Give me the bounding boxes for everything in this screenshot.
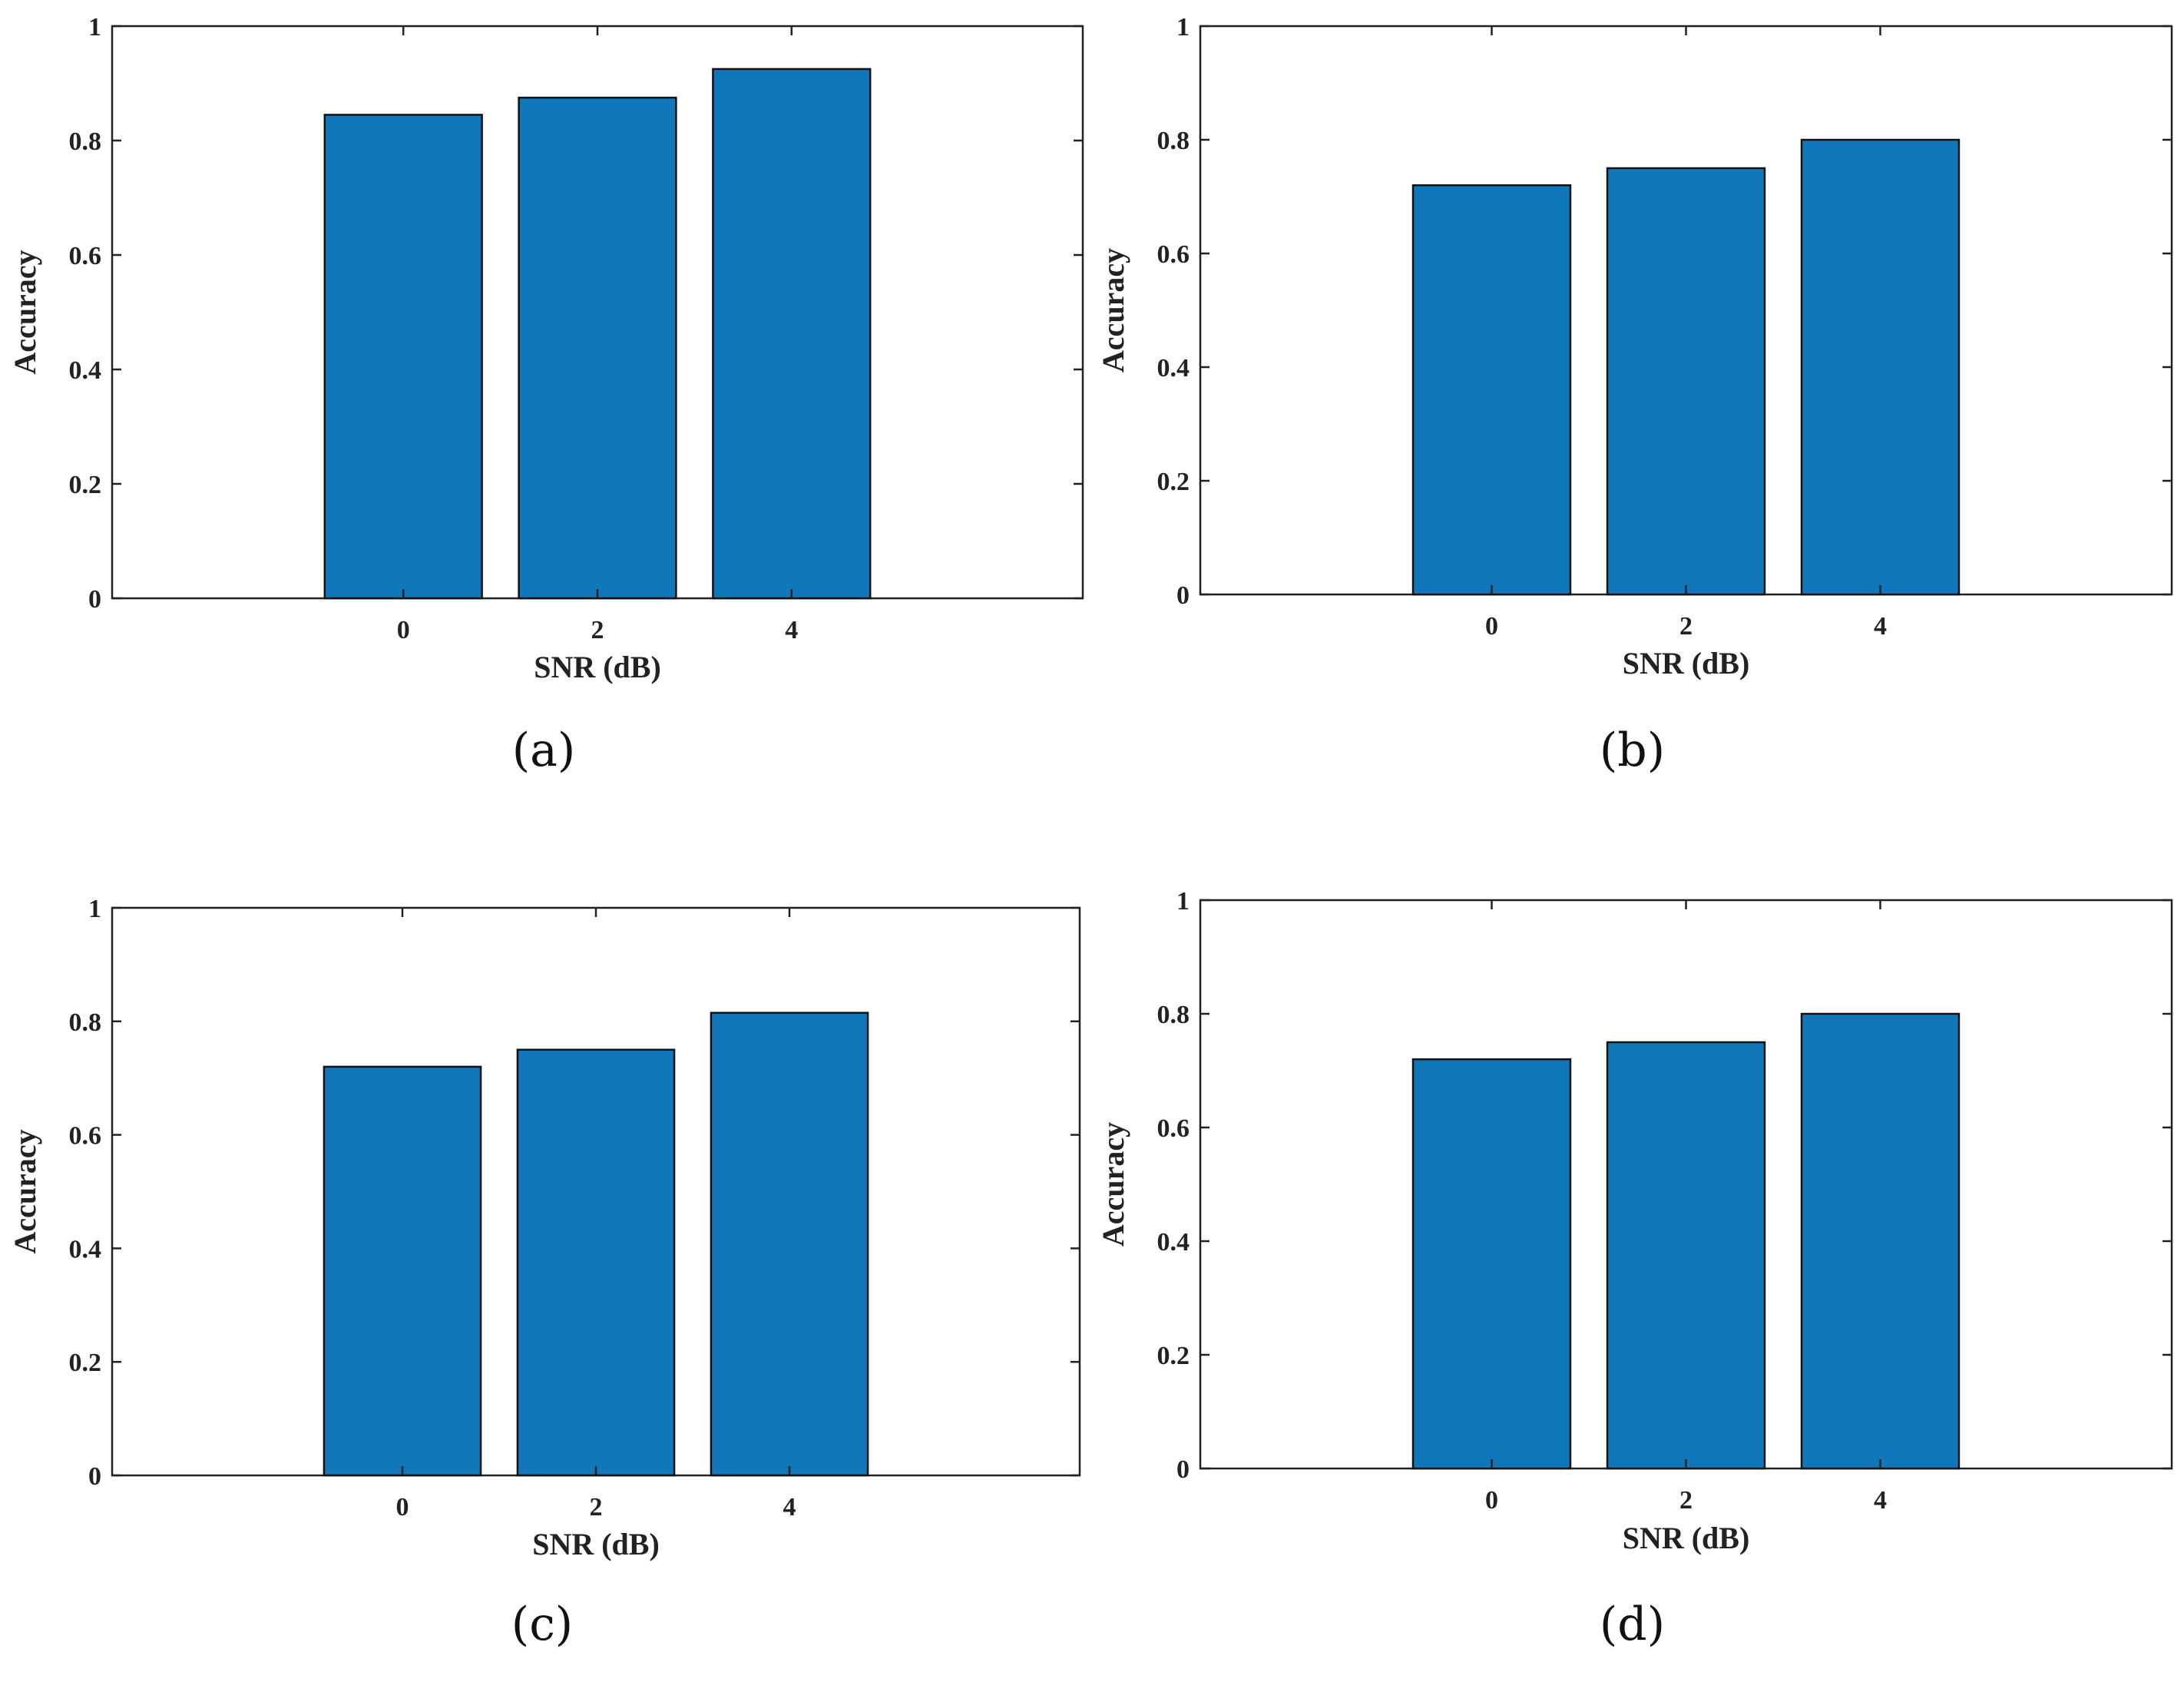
y-tick-label: 0.6	[69, 242, 102, 270]
y-tick-label: 1	[1176, 13, 1190, 41]
y-tick-label: 0.2	[1157, 1342, 1190, 1370]
bar	[712, 68, 872, 600]
y-tick-label: 0	[88, 585, 101, 614]
y-tick-label: 1	[1176, 887, 1190, 915]
x-tick-label: 0	[396, 1493, 409, 1521]
x-tick-label: 0	[397, 616, 410, 644]
y-tick-label: 0.4	[69, 1235, 102, 1263]
y-tick-label: 0.2	[1157, 468, 1190, 496]
bar	[1800, 138, 1961, 596]
y-tick-label: 0.2	[69, 1349, 102, 1377]
y-tick-label: 1	[88, 895, 101, 923]
bar	[1411, 1058, 1572, 1470]
y-tick-label: 0	[1176, 581, 1190, 610]
y-tick-label: 0.8	[69, 1008, 102, 1037]
panel-label: (d)	[1600, 1598, 1665, 1651]
panel-label: (c)	[511, 1598, 573, 1651]
x-axis-label: SNR (dB)	[1623, 646, 1750, 680]
bar	[1411, 184, 1572, 596]
bar	[323, 114, 483, 600]
y-axis-label: Accuracy	[1096, 248, 1130, 372]
x-tick-label: 2	[1679, 1486, 1693, 1515]
x-tick-label: 2	[590, 1493, 603, 1521]
y-tick-label: 0.6	[1157, 1114, 1190, 1143]
x-tick-label: 2	[591, 616, 604, 644]
y-tick-label: 0	[1176, 1455, 1190, 1484]
x-axis-label: SNR (dB)	[532, 1527, 660, 1561]
y-tick-label: 0.6	[1157, 240, 1190, 269]
chart-panel-1: 0 0.2 0.4 0.6 0.8 1 0 2 4 SNR (dB) Accuracy (a)	[8, 13, 1084, 777]
bar	[1606, 167, 1766, 596]
bar	[710, 1012, 869, 1477]
x-tick-label: 4	[1874, 612, 1887, 641]
y-tick-label: 0.6	[69, 1122, 102, 1151]
x-tick-label: 4	[1874, 1486, 1887, 1515]
bar	[1800, 1012, 1961, 1470]
y-tick-label: 0	[88, 1462, 101, 1491]
y-tick-label: 0.4	[1157, 1228, 1190, 1257]
chart-panel-2: 0 0.2 0.4 0.6 0.8 1 0 2 4 SNR (dB) Accuracy (b)	[1096, 13, 2173, 777]
bar	[516, 1048, 676, 1477]
y-axis-label: Accuracy	[8, 1129, 42, 1253]
y-tick-label: 1	[88, 13, 101, 41]
x-tick-label: 0	[1485, 612, 1498, 641]
y-tick-label: 0.8	[69, 127, 102, 156]
x-axis-label: SNR (dB)	[534, 650, 661, 684]
x-axis-label: SNR (dB)	[1623, 1521, 1750, 1555]
y-tick-label: 0.4	[1157, 354, 1190, 382]
bar	[323, 1065, 482, 1477]
y-tick-label: 0.8	[1157, 127, 1190, 155]
bar	[518, 96, 677, 600]
y-tick-label: 0.4	[69, 356, 102, 385]
y-tick-label: 0.8	[1157, 1001, 1190, 1029]
chart-panel-3: 0 0.2 0.4 0.6 0.8 1 0 2 4 SNR (dB) Accuracy (c)	[8, 895, 1081, 1651]
chart-panel-4: 0 0.2 0.4 0.6 0.8 1 0 2 4 SNR (dB) Accuracy (d)	[1096, 887, 2173, 1651]
x-tick-label: 4	[785, 616, 798, 644]
x-tick-label: 4	[783, 1493, 796, 1521]
panel-label: (a)	[512, 723, 576, 777]
x-tick-label: 2	[1679, 612, 1693, 641]
bar	[1606, 1041, 1766, 1470]
panel-label: (b)	[1600, 723, 1665, 777]
x-tick-label: 0	[1485, 1486, 1498, 1515]
y-tick-label: 0.2	[69, 471, 102, 499]
y-axis-label: Accuracy	[1096, 1122, 1130, 1247]
y-axis-label: Accuracy	[8, 250, 42, 374]
